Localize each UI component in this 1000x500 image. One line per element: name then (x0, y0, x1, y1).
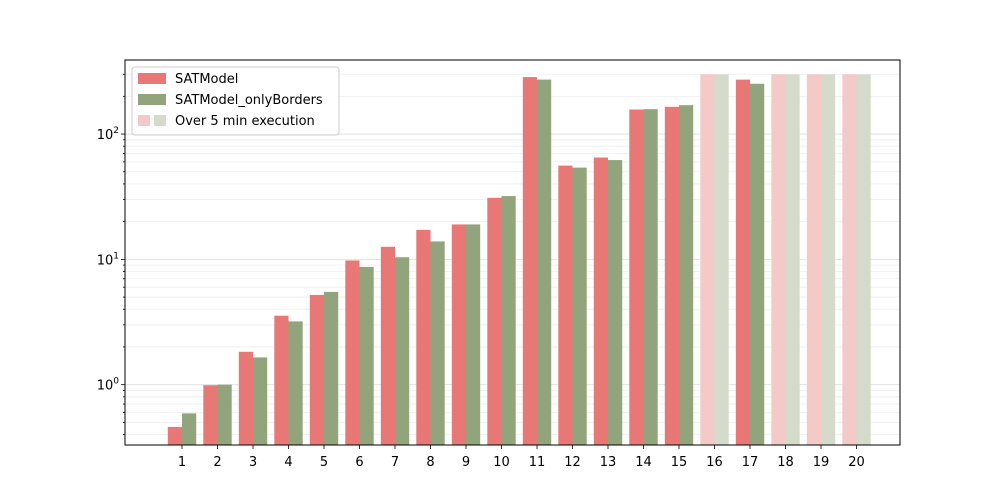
timeout-bar (806, 74, 821, 445)
legend-box (131, 66, 340, 136)
y-tick-label: 101 (97, 251, 119, 268)
x-tick-label: 4 (284, 455, 292, 470)
bar-satmodel (593, 157, 608, 445)
bar-satmodel (345, 260, 360, 445)
bar-satmodel (487, 197, 502, 445)
bar-satmodel (416, 229, 431, 445)
x-tick-label: 18 (777, 455, 794, 470)
bar-satmodel (203, 385, 218, 445)
x-tick-label: 8 (426, 455, 434, 470)
x-tick-label: 9 (462, 455, 470, 470)
bar-satmodel (522, 77, 537, 445)
bar-satmodel-onlyborders (750, 83, 765, 445)
bar-satmodel (309, 294, 324, 445)
bar-satmodel (558, 165, 573, 445)
legend-swatch-timeout-right (154, 115, 166, 126)
x-tick-label: 19 (813, 455, 830, 470)
bar-satmodel (629, 109, 644, 445)
bar-satmodel-onlyborders (643, 109, 658, 445)
legend-label-satmodel-onlyborders: SATModel_onlyBorders (175, 93, 323, 108)
legend: SATModel SATModel_onlyBorders Over 5 min… (131, 66, 340, 136)
timeout-bar (771, 74, 786, 445)
bar-satmodel-onlyborders (572, 167, 587, 445)
y-tick-label: 100 (97, 377, 120, 394)
timeout-bar (785, 74, 800, 445)
x-axis-ticks: 1 2 3 4 5 6 7 8 9 10 11 12 13 14 15 16 17 18 19 20 (178, 445, 865, 470)
x-tick-label: 12 (564, 455, 581, 470)
x-tick-label: 2 (213, 455, 221, 470)
bar-satmodel (167, 426, 182, 445)
x-tick-label: 20 (848, 455, 865, 470)
bar-satmodel (451, 224, 466, 445)
legend-swatch-satmodel (138, 73, 166, 84)
x-tick-label: 17 (742, 455, 759, 470)
bar-satmodel-onlyborders (608, 160, 623, 445)
timeout-bar (821, 74, 836, 445)
bar-satmodel-onlyborders (253, 357, 268, 445)
bar-satmodel-onlyborders (466, 224, 481, 445)
bar-satmodel-onlyborders (501, 196, 516, 445)
legend-label-satmodel: SATModel (175, 72, 238, 87)
x-tick-label: 11 (529, 455, 546, 470)
bar-satmodel-onlyborders (395, 257, 410, 445)
legend-swatch-timeout-left (138, 115, 150, 126)
x-tick-label: 3 (249, 455, 257, 470)
legend-label-timeout: Over 5 min execution (175, 114, 315, 129)
y-tick-label: 102 (97, 126, 119, 143)
bar-satmodel-onlyborders (430, 241, 445, 445)
timeout-bar (700, 74, 715, 445)
x-tick-label: 15 (671, 455, 688, 470)
x-tick-label: 16 (706, 455, 723, 470)
bar-satmodel-onlyborders (182, 413, 197, 445)
bar-satmodel-onlyborders (217, 384, 232, 445)
x-tick-label: 5 (320, 455, 328, 470)
x-tick-label: 1 (178, 455, 186, 470)
bar-satmodel (664, 106, 679, 446)
y-axis-ticks: 100 101 102 (97, 73, 125, 435)
bar-satmodel-onlyborders (537, 79, 552, 446)
timeout-bar (842, 74, 857, 445)
x-tick-label: 6 (355, 455, 363, 470)
timeout-bar (714, 74, 729, 445)
bar-satmodel (274, 315, 289, 445)
bar-satmodel (238, 351, 253, 445)
bar-satmodel-onlyborders (359, 266, 374, 445)
bar-satmodel-onlyborders (324, 291, 339, 445)
x-tick-label: 7 (391, 455, 399, 470)
bar-satmodel (735, 79, 750, 446)
plot-frame (124, 59, 901, 446)
x-tick-label: 14 (635, 455, 652, 470)
legend-swatch-satmodel-onlyborders (138, 94, 166, 105)
bar-satmodel-onlyborders (679, 105, 694, 445)
x-tick-label: 10 (493, 455, 510, 470)
x-tick-label: 13 (600, 455, 617, 470)
bars (167, 74, 871, 446)
bar-satmodel-onlyborders (288, 321, 303, 445)
bar-satmodel (380, 246, 395, 445)
timeout-bar (856, 74, 871, 445)
